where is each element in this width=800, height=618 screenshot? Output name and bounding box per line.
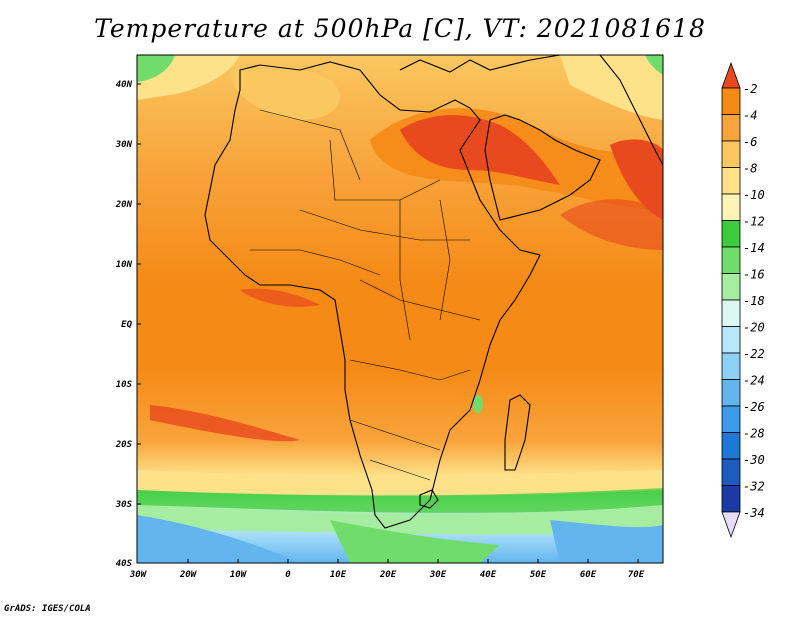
colorbar-swatch <box>721 458 741 486</box>
colorbar-label: -22 <box>743 347 765 361</box>
colorbar-label: -10 <box>743 188 765 202</box>
lon-label: 30W <box>129 570 148 580</box>
colorbar-label: -20 <box>743 321 765 335</box>
lat-label: 20S <box>115 440 133 450</box>
colorbar-label: -28 <box>743 427 765 441</box>
colorbar-swatch <box>721 246 741 274</box>
colorbar-swatch <box>721 220 741 248</box>
lat-label: 10N <box>116 260 133 270</box>
lon-label: 50E <box>530 570 547 580</box>
colorbar-swatch <box>721 87 741 115</box>
colorbar-label: -30 <box>743 453 765 467</box>
colorbar-top-arrow <box>721 61 741 89</box>
lon-label: 10W <box>230 570 248 580</box>
colorbar-label: -34 <box>743 506 765 520</box>
lat-label: EQ <box>121 320 132 330</box>
lon-label: 20E <box>379 570 397 580</box>
colorbar-label: -8 <box>743 162 757 176</box>
lon-label: 40E <box>480 570 497 580</box>
lat-label: 30S <box>115 500 133 510</box>
lon-label: 10E <box>330 570 347 580</box>
longitude-ticks <box>187 559 639 563</box>
lon-label: 60E <box>580 570 597 580</box>
colorbar-label: -26 <box>743 400 765 414</box>
colorbar-swatch <box>721 114 741 142</box>
colorbar-label: -12 <box>743 215 765 229</box>
colorbar-label: -14 <box>743 241 765 255</box>
colorbar-swatch <box>721 326 741 354</box>
colorbar-swatch <box>721 432 741 460</box>
colorbar-swatch <box>721 193 741 221</box>
lon-label: 70E <box>628 570 645 580</box>
colorbar-swatch <box>721 167 741 195</box>
lat-label: 10S <box>116 380 133 390</box>
colorbar-swatch <box>721 140 741 168</box>
colorbar-swatch <box>721 273 741 301</box>
colorbar: -2 -4 -6 -8 -10 -12 -14 -16 -18 -20 -22 -24 -26 -28 -3… <box>721 61 765 539</box>
lon-label: 0 <box>285 570 291 580</box>
lat-label: 30N <box>115 140 133 150</box>
latitude-ticks <box>137 83 141 505</box>
temperature-field <box>137 55 663 563</box>
longitude-labels: 30W 20W 10W 0 10E 20E 30E 40E 50E 60E 70… <box>129 570 645 580</box>
colorbar-swatch <box>721 485 741 513</box>
lat-label: 40N <box>116 80 133 90</box>
colorbar-swatch <box>721 379 741 407</box>
lon-label: 30E <box>429 570 447 580</box>
lat-label: 20N <box>115 200 133 210</box>
colorbar-swatch <box>721 299 741 327</box>
colorbar-label: -4 <box>743 109 757 123</box>
latitude-labels: 40N 30N 20N 10N EQ 10S 20S 30S 40S <box>115 80 133 569</box>
colorbar-label: -18 <box>743 294 765 308</box>
coastlines <box>204 55 663 529</box>
colorbar-label: -2 <box>743 82 757 96</box>
colorbar-swatch <box>721 405 741 433</box>
colorbar-swatch <box>721 352 741 380</box>
colorbar-label: -24 <box>743 374 765 388</box>
country-borders <box>250 109 481 481</box>
colorbar-bottom-arrow <box>721 511 741 539</box>
colorbar-label: -32 <box>743 480 765 494</box>
map-frame <box>136 54 664 564</box>
colorbar-label: -16 <box>743 268 765 282</box>
credit-text: GrADS: IGES/COLA <box>4 604 91 614</box>
colorbar-label: -6 <box>743 135 757 149</box>
lat-label: 40S <box>116 559 133 569</box>
lon-label: 20W <box>179 570 198 580</box>
map-title: Temperature at 500hPa [C], VT: 202108161… <box>94 14 706 43</box>
